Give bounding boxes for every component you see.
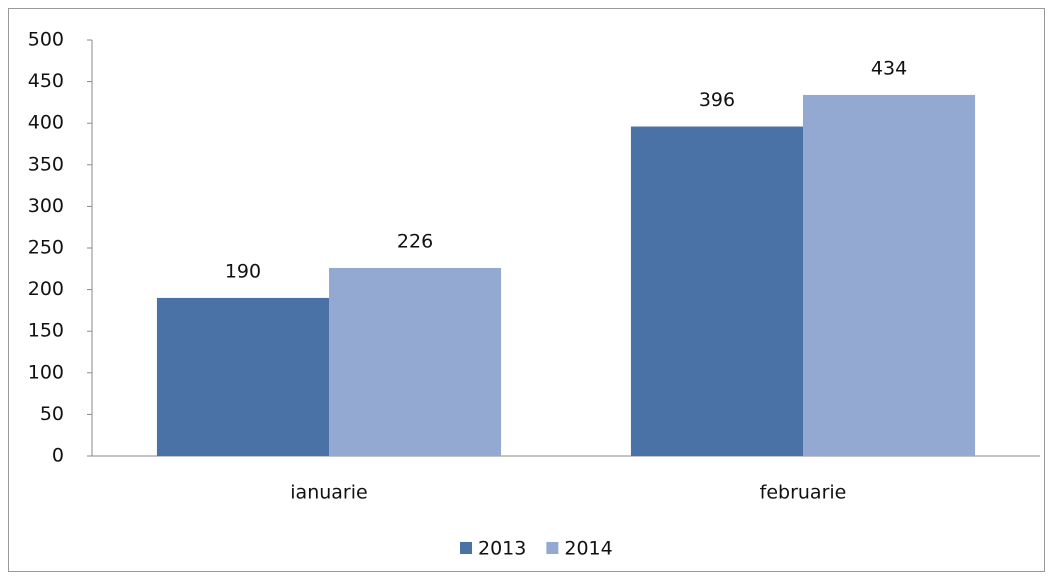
value-label: 434 — [871, 57, 907, 79]
legend-swatch — [460, 542, 472, 554]
y-tick-label: 0 — [52, 445, 64, 467]
y-tick-label: 400 — [28, 112, 64, 134]
y-tick-label: 350 — [28, 153, 64, 175]
bar — [329, 267, 502, 456]
bar — [156, 297, 329, 456]
legend-swatch — [546, 542, 559, 554]
y-tick-label: 100 — [28, 361, 64, 383]
y-tick-label: 500 — [28, 29, 64, 51]
bar — [630, 126, 803, 456]
y-tick-label: 50 — [40, 403, 64, 425]
bar — [803, 94, 976, 457]
x-tick-label: februarie — [760, 482, 847, 504]
y-tick-label: 300 — [28, 195, 64, 217]
legend-label: 2014 — [564, 538, 612, 560]
value-label: 396 — [699, 89, 735, 111]
y-tick-label: 250 — [28, 237, 64, 259]
y-tick-label: 150 — [28, 320, 64, 342]
value-label: 226 — [397, 230, 433, 252]
legend-label: 2013 — [478, 538, 526, 560]
y-tick-label: 200 — [28, 278, 64, 300]
value-label: 190 — [225, 260, 261, 282]
y-tick-label: 450 — [28, 70, 64, 92]
x-tick-label: ianuarie — [290, 482, 367, 504]
